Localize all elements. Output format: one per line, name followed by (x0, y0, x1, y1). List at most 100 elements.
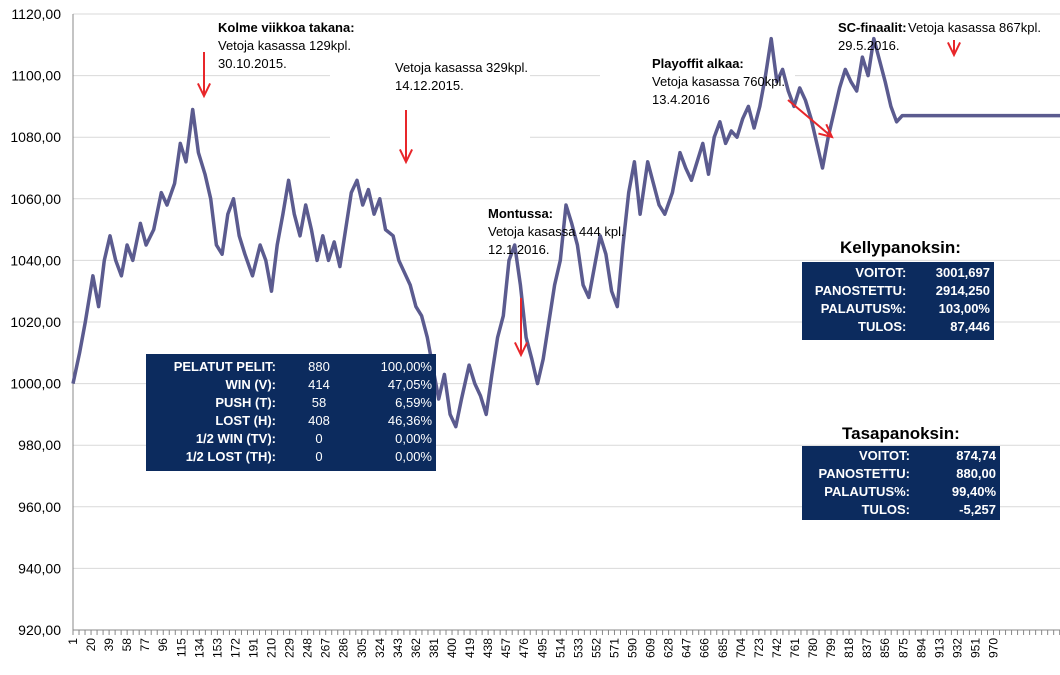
x-tick-label: 39 (102, 638, 116, 652)
annotation-title: SC-finaalit: (838, 20, 907, 35)
x-tick-label: 723 (752, 638, 766, 658)
kelly-label: VOITOT: (855, 265, 907, 280)
y-tick-label: 1040,00 (10, 252, 61, 268)
kelly-value: 87,446 (950, 319, 990, 334)
stats-count: 880 (308, 359, 330, 374)
stats-percent: 0,00% (395, 449, 432, 464)
x-tick-label: 400 (445, 638, 459, 658)
flat-value: 99,40% (951, 484, 996, 499)
annotation-line1: Vetoja kasassa 760kpl. (652, 74, 785, 89)
x-tick-label: 704 (734, 638, 748, 658)
x-tick-label: 685 (716, 638, 730, 658)
x-tick-label: 438 (481, 638, 495, 658)
y-tick-label: 1000,00 (10, 376, 61, 392)
x-tick-label: 419 (463, 638, 477, 658)
x-tick-label: 628 (662, 638, 676, 658)
kelly-label: PANOSTETTU: (814, 283, 907, 298)
flat-box: VOITOT: 874,74 PANOSTETTU: 880,00 PALAUTUS%:… (802, 446, 1000, 520)
x-tick-label: 58 (120, 638, 134, 652)
kelly-title: Kellypanoksin: (840, 238, 961, 257)
series-line-kellypanokset (71, 36, 1060, 429)
x-tick-label: 115 (174, 638, 188, 657)
stats-label: WIN (V): (225, 377, 276, 392)
x-tick-label: 666 (698, 638, 712, 658)
stats-count: 408 (308, 413, 330, 428)
stats-count: 58 (311, 395, 327, 410)
flat-row: PALAUTUS%: 99,40% (806, 483, 1000, 501)
x-tick-label: 305 (355, 638, 369, 658)
x-tick-label: 343 (391, 638, 405, 658)
x-tick-label: 20 (84, 638, 98, 652)
stats-percent: 0,00% (395, 431, 432, 446)
flat-label: VOITOT: (858, 448, 910, 463)
x-tick-label: 514 (553, 638, 567, 658)
y-tick-label: 1060,00 (10, 191, 61, 207)
flat-row: PANOSTETTU: 880,00 (806, 465, 1000, 483)
kelly-row: PANOSTETTU: 2914,250 (808, 282, 994, 300)
x-tick-label: 875 (896, 638, 910, 658)
kelly-value: 3001,697 (935, 265, 990, 280)
x-tick-label: 96 (156, 638, 170, 652)
x-tick-label: 837 (860, 638, 874, 658)
x-tick-label: 495 (535, 638, 549, 658)
stats-label: PUSH (T): (215, 395, 276, 410)
annotation-line1: Vetoja kasassa 867kpl. (908, 20, 1041, 35)
x-tick-label: 590 (626, 638, 640, 658)
kelly-row: TULOS: 87,446 (808, 318, 994, 336)
y-tick-label: 960,00 (18, 499, 61, 515)
annotation-line2: 12.1.2016. (488, 242, 549, 257)
x-tick-label: 134 (192, 638, 206, 658)
y-tick-label: 1080,00 (10, 129, 61, 145)
stats-count: 0 (315, 431, 323, 446)
x-tick-label: 647 (680, 638, 694, 658)
flat-row: VOITOT: 874,74 (806, 447, 1000, 465)
flat-label: PALAUTUS%: (824, 484, 910, 499)
stats-row: 1/2 WIN (TV): 0 0,00% (152, 430, 436, 448)
y-tick-label: 1100,00 (11, 68, 61, 84)
y-tick-label: 1020,00 (10, 314, 61, 330)
x-tick-label: 191 (246, 638, 260, 658)
annotation-line2: 13.4.2016 (652, 92, 710, 107)
stats-label: LOST (H): (215, 413, 276, 428)
annotation-line1: Vetoja kasassa 444 kpl. (488, 224, 625, 239)
stats-row: WIN (V): 414 47,05% (152, 376, 436, 394)
kelly-label: PALAUTUS%: (820, 301, 907, 316)
kelly-label: TULOS: (858, 319, 907, 334)
kelly-row: PALAUTUS%: 103,00% (808, 300, 994, 318)
stats-label: PELATUT PELIT: (173, 359, 276, 374)
x-tick-label: 932 (950, 638, 964, 658)
annotation-line2: 30.10.2015. (218, 56, 287, 71)
x-tick-label: 172 (228, 638, 242, 658)
x-tick-label: 951 (968, 638, 982, 658)
y-tick-label: 920,00 (18, 622, 61, 638)
x-tick-label: 267 (319, 638, 333, 658)
annotation-arrowhead (947, 41, 961, 58)
x-tick-label: 362 (409, 638, 423, 658)
x-tick-label: 286 (337, 638, 351, 658)
annotation-arrow (787, 99, 833, 138)
annotation-arrowhead (197, 82, 211, 99)
x-tick-label: 780 (806, 638, 820, 658)
flat-value: -5,257 (959, 502, 996, 517)
stats-row: PUSH (T): 58 6,59% (152, 394, 436, 412)
kelly-value: 103,00% (938, 301, 990, 316)
annotation-arrowhead (399, 148, 413, 165)
annotation-title: Playoffit alkaa: (652, 56, 744, 71)
x-tick-label: 894 (914, 638, 928, 658)
x-tick-label: 381 (427, 638, 441, 658)
stats-count: 0 (315, 449, 323, 464)
annotation-bg (330, 60, 530, 140)
x-tick-label: 153 (210, 638, 224, 658)
annotation-title: Kolme viikkoa takana: (218, 20, 355, 35)
x-tick-label: 609 (644, 638, 658, 658)
stats-percent: 6,59% (395, 395, 432, 410)
x-tick-label: 552 (589, 638, 603, 658)
x-tick-label: 742 (770, 638, 784, 658)
annotation-line2: 29.5.2016. (838, 38, 899, 53)
x-tick-label: 1 (66, 638, 80, 645)
stats-percent: 100,00% (380, 359, 432, 374)
annotation-line1: Vetoja kasassa 129kpl. (218, 38, 351, 53)
y-tick-label: 980,00 (18, 437, 61, 453)
stats-label: 1/2 LOST (TH): (185, 449, 276, 464)
stats-row: PELATUT PELIT: 880 100,00% (152, 358, 436, 376)
